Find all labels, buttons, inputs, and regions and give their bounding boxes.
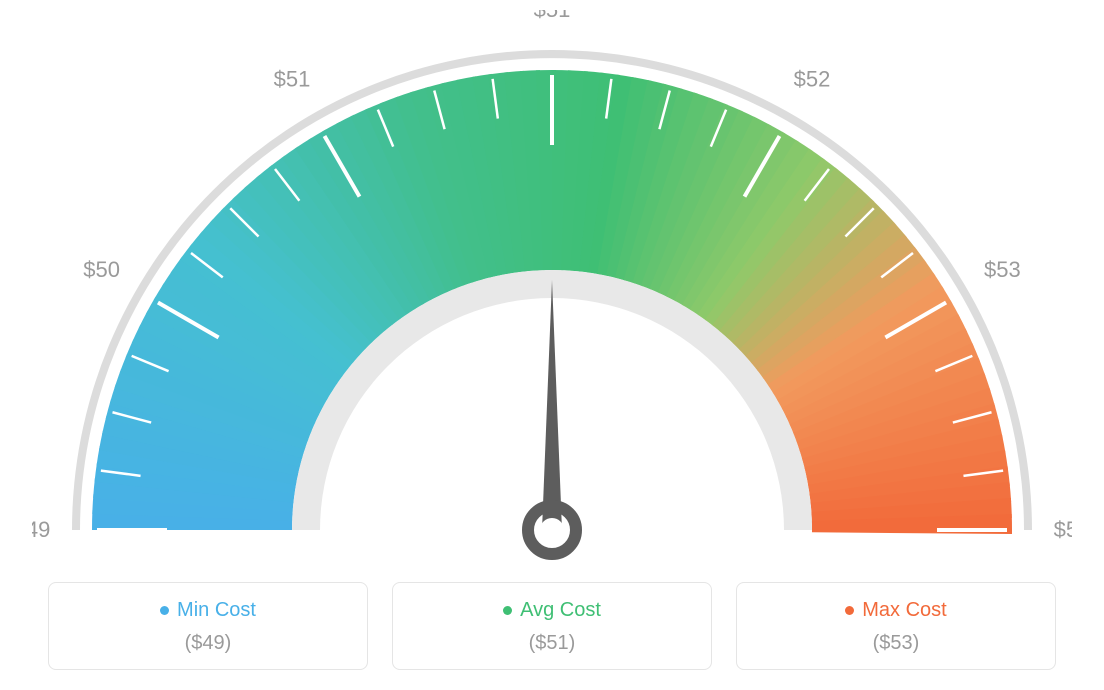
legend-dot-max [845, 606, 854, 615]
legend-label-avg-text: Avg Cost [520, 599, 601, 621]
scale-label: $51 [274, 67, 311, 92]
gauge-chart: $49 $50 $51 $51 $52 $53 $53 [0, 0, 1104, 570]
legend-card-avg: Avg Cost ($51) [392, 582, 712, 670]
legend-value-avg: ($51) [393, 632, 711, 655]
scale-label: $53 [984, 257, 1021, 282]
legend-card-max: Max Cost ($53) [736, 582, 1056, 670]
legend-dot-min [160, 606, 169, 615]
scale-label: $50 [83, 257, 120, 282]
legend-value-max: ($53) [737, 632, 1055, 655]
legend-value-min: ($49) [49, 632, 367, 655]
legend-label-max: Max Cost [737, 599, 1055, 622]
scale-label: $52 [794, 67, 831, 92]
legend-row: Min Cost ($49) Avg Cost ($51) Max Cost (… [48, 582, 1056, 670]
legend-dot-avg [503, 606, 512, 615]
scale-label: $49 [32, 517, 50, 542]
gauge-svg: $49 $50 $51 $51 $52 $53 $53 [32, 10, 1072, 570]
legend-label-min-text: Min Cost [177, 599, 256, 621]
scale-label: $53 [1054, 517, 1072, 542]
legend-label-avg: Avg Cost [393, 599, 711, 622]
gauge-needle [542, 280, 562, 530]
legend-label-max-text: Max Cost [862, 599, 946, 621]
legend-label-min: Min Cost [49, 599, 367, 622]
legend-card-min: Min Cost ($49) [48, 582, 368, 670]
scale-label: $51 [534, 10, 571, 22]
